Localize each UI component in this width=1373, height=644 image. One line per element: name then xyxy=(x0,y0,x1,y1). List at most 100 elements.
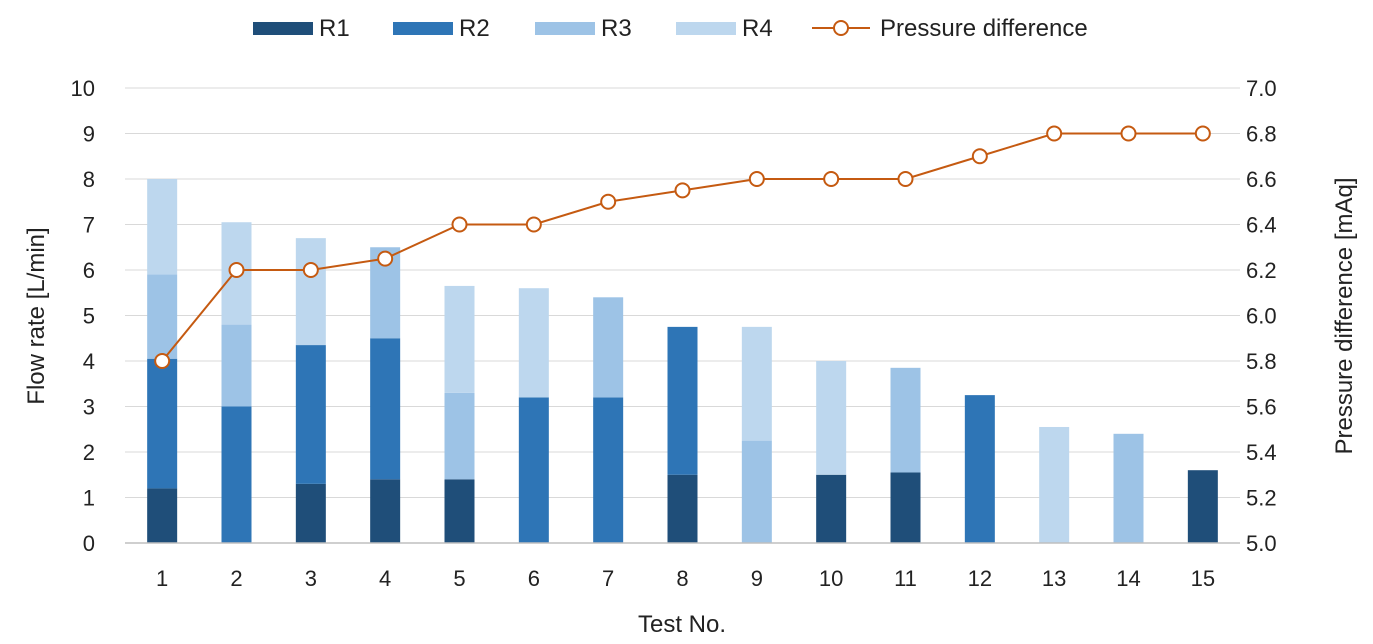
bar-r3 xyxy=(890,367,921,473)
legend-swatch-r4 xyxy=(676,22,736,35)
bar-r1 xyxy=(816,474,847,543)
pressure-point xyxy=(1046,125,1063,142)
y2-tick-label: 6.0 xyxy=(1246,304,1277,329)
x-tick-label: 12 xyxy=(968,566,992,591)
bar-r1 xyxy=(444,479,475,543)
bar-r3 xyxy=(593,297,624,398)
bar-r1 xyxy=(667,474,698,543)
y-tick-label: 10 xyxy=(71,76,95,101)
legend-label-r1: R1 xyxy=(319,15,350,42)
pressure-point xyxy=(451,216,468,233)
y-tick-label: 7 xyxy=(83,213,95,238)
x-tick-label: 3 xyxy=(305,566,317,591)
x-tick-label: 4 xyxy=(379,566,391,591)
pressure-point xyxy=(971,148,988,165)
pressure-point xyxy=(154,353,171,369)
y2-tick-label: 5.2 xyxy=(1246,486,1277,511)
x-tick-label: 2 xyxy=(230,566,242,591)
x-tick-label: 13 xyxy=(1042,566,1066,591)
pressure-point xyxy=(674,182,691,199)
pressure-point xyxy=(1194,125,1211,142)
x-tick-label: 1 xyxy=(156,566,168,591)
x-tick-label: 9 xyxy=(751,566,763,591)
bar-r4 xyxy=(741,326,772,441)
y-tick-label: 3 xyxy=(83,395,95,420)
pressure-point xyxy=(377,250,394,267)
bar-r3 xyxy=(221,324,252,407)
axes: 0123456789105.05.25.45.65.86.06.26.46.66… xyxy=(71,76,1277,591)
bar-r2 xyxy=(667,326,698,475)
bar-r1 xyxy=(370,479,401,543)
bar-r4 xyxy=(816,361,847,475)
bar-r1 xyxy=(890,472,921,543)
legend-swatch-r2 xyxy=(393,22,453,35)
bar-r4 xyxy=(1039,426,1070,543)
y-tick-label: 0 xyxy=(83,531,95,556)
bar-r4 xyxy=(295,238,326,346)
bar-r3 xyxy=(147,274,178,359)
y-tick-label: 1 xyxy=(83,486,95,511)
bar-r1 xyxy=(147,488,178,543)
y2-tick-label: 6.8 xyxy=(1246,122,1277,147)
bar-r2 xyxy=(370,338,401,480)
x-tick-label: 15 xyxy=(1191,566,1215,591)
y-tick-label: 2 xyxy=(83,440,95,465)
pressure-point xyxy=(302,262,319,278)
legend-label-pressure: Pressure difference xyxy=(880,15,1088,42)
x-tick-label: 10 xyxy=(819,566,843,591)
pressure-point xyxy=(600,193,617,210)
legend-marker-pressure xyxy=(833,20,849,36)
y-tick-label: 9 xyxy=(83,122,95,147)
bar-r2 xyxy=(147,358,178,489)
x-tick-label: 8 xyxy=(676,566,688,591)
pressure-line xyxy=(154,125,1211,369)
x-tick-label: 14 xyxy=(1116,566,1140,591)
y2-tick-label: 5.4 xyxy=(1246,440,1277,465)
legend-label-r3: R3 xyxy=(601,15,632,42)
bar-r3 xyxy=(444,392,475,480)
x-axis-title: Test No. xyxy=(638,611,726,638)
pressure-point xyxy=(748,171,765,187)
y-tick-label: 6 xyxy=(83,258,95,283)
y-tick-label: 8 xyxy=(83,167,95,192)
y2-tick-label: 6.4 xyxy=(1246,213,1277,238)
legend-swatch-r3 xyxy=(535,22,595,35)
bar-r2 xyxy=(964,395,995,543)
pressure-point xyxy=(525,216,542,233)
y2-tick-label: 7.0 xyxy=(1246,76,1277,101)
legend-swatch-r1 xyxy=(253,22,313,35)
y2-tick-label: 5.6 xyxy=(1246,395,1277,420)
bar-r3 xyxy=(741,440,772,543)
bar-r1 xyxy=(295,483,326,543)
pressure-point xyxy=(228,262,245,278)
legend-label-r2: R2 xyxy=(459,15,490,42)
bar-r2 xyxy=(295,345,326,484)
y2-tick-label: 6.6 xyxy=(1246,167,1277,192)
x-tick-label: 7 xyxy=(602,566,614,591)
x-tick-label: 11 xyxy=(894,566,917,591)
legend-label-r4: R4 xyxy=(742,15,773,42)
pressure-point xyxy=(823,171,840,187)
bar-r2 xyxy=(221,406,252,543)
bars xyxy=(147,179,1218,543)
bar-r4 xyxy=(147,179,178,275)
y2-axis-title: Pressure difference [mAq] xyxy=(1331,177,1358,454)
bar-r2 xyxy=(518,397,549,543)
y-tick-label: 4 xyxy=(83,349,95,374)
bar-r4 xyxy=(518,288,549,398)
x-tick-label: 6 xyxy=(528,566,540,591)
y-tick-label: 5 xyxy=(83,304,95,329)
bar-r1 xyxy=(1187,470,1218,543)
pressure-point xyxy=(897,171,914,187)
bar-r4 xyxy=(444,285,475,393)
legend: R1 R2 R3 R4 Pressure difference xyxy=(253,15,1088,42)
y2-tick-label: 5.8 xyxy=(1246,349,1277,374)
y2-tick-label: 5.0 xyxy=(1246,531,1277,556)
x-tick-label: 5 xyxy=(453,566,465,591)
y2-tick-label: 6.2 xyxy=(1246,258,1277,283)
bar-r2 xyxy=(593,397,624,543)
y-axis-title: Flow rate [L/min] xyxy=(23,227,50,404)
bar-r3 xyxy=(1113,433,1144,543)
